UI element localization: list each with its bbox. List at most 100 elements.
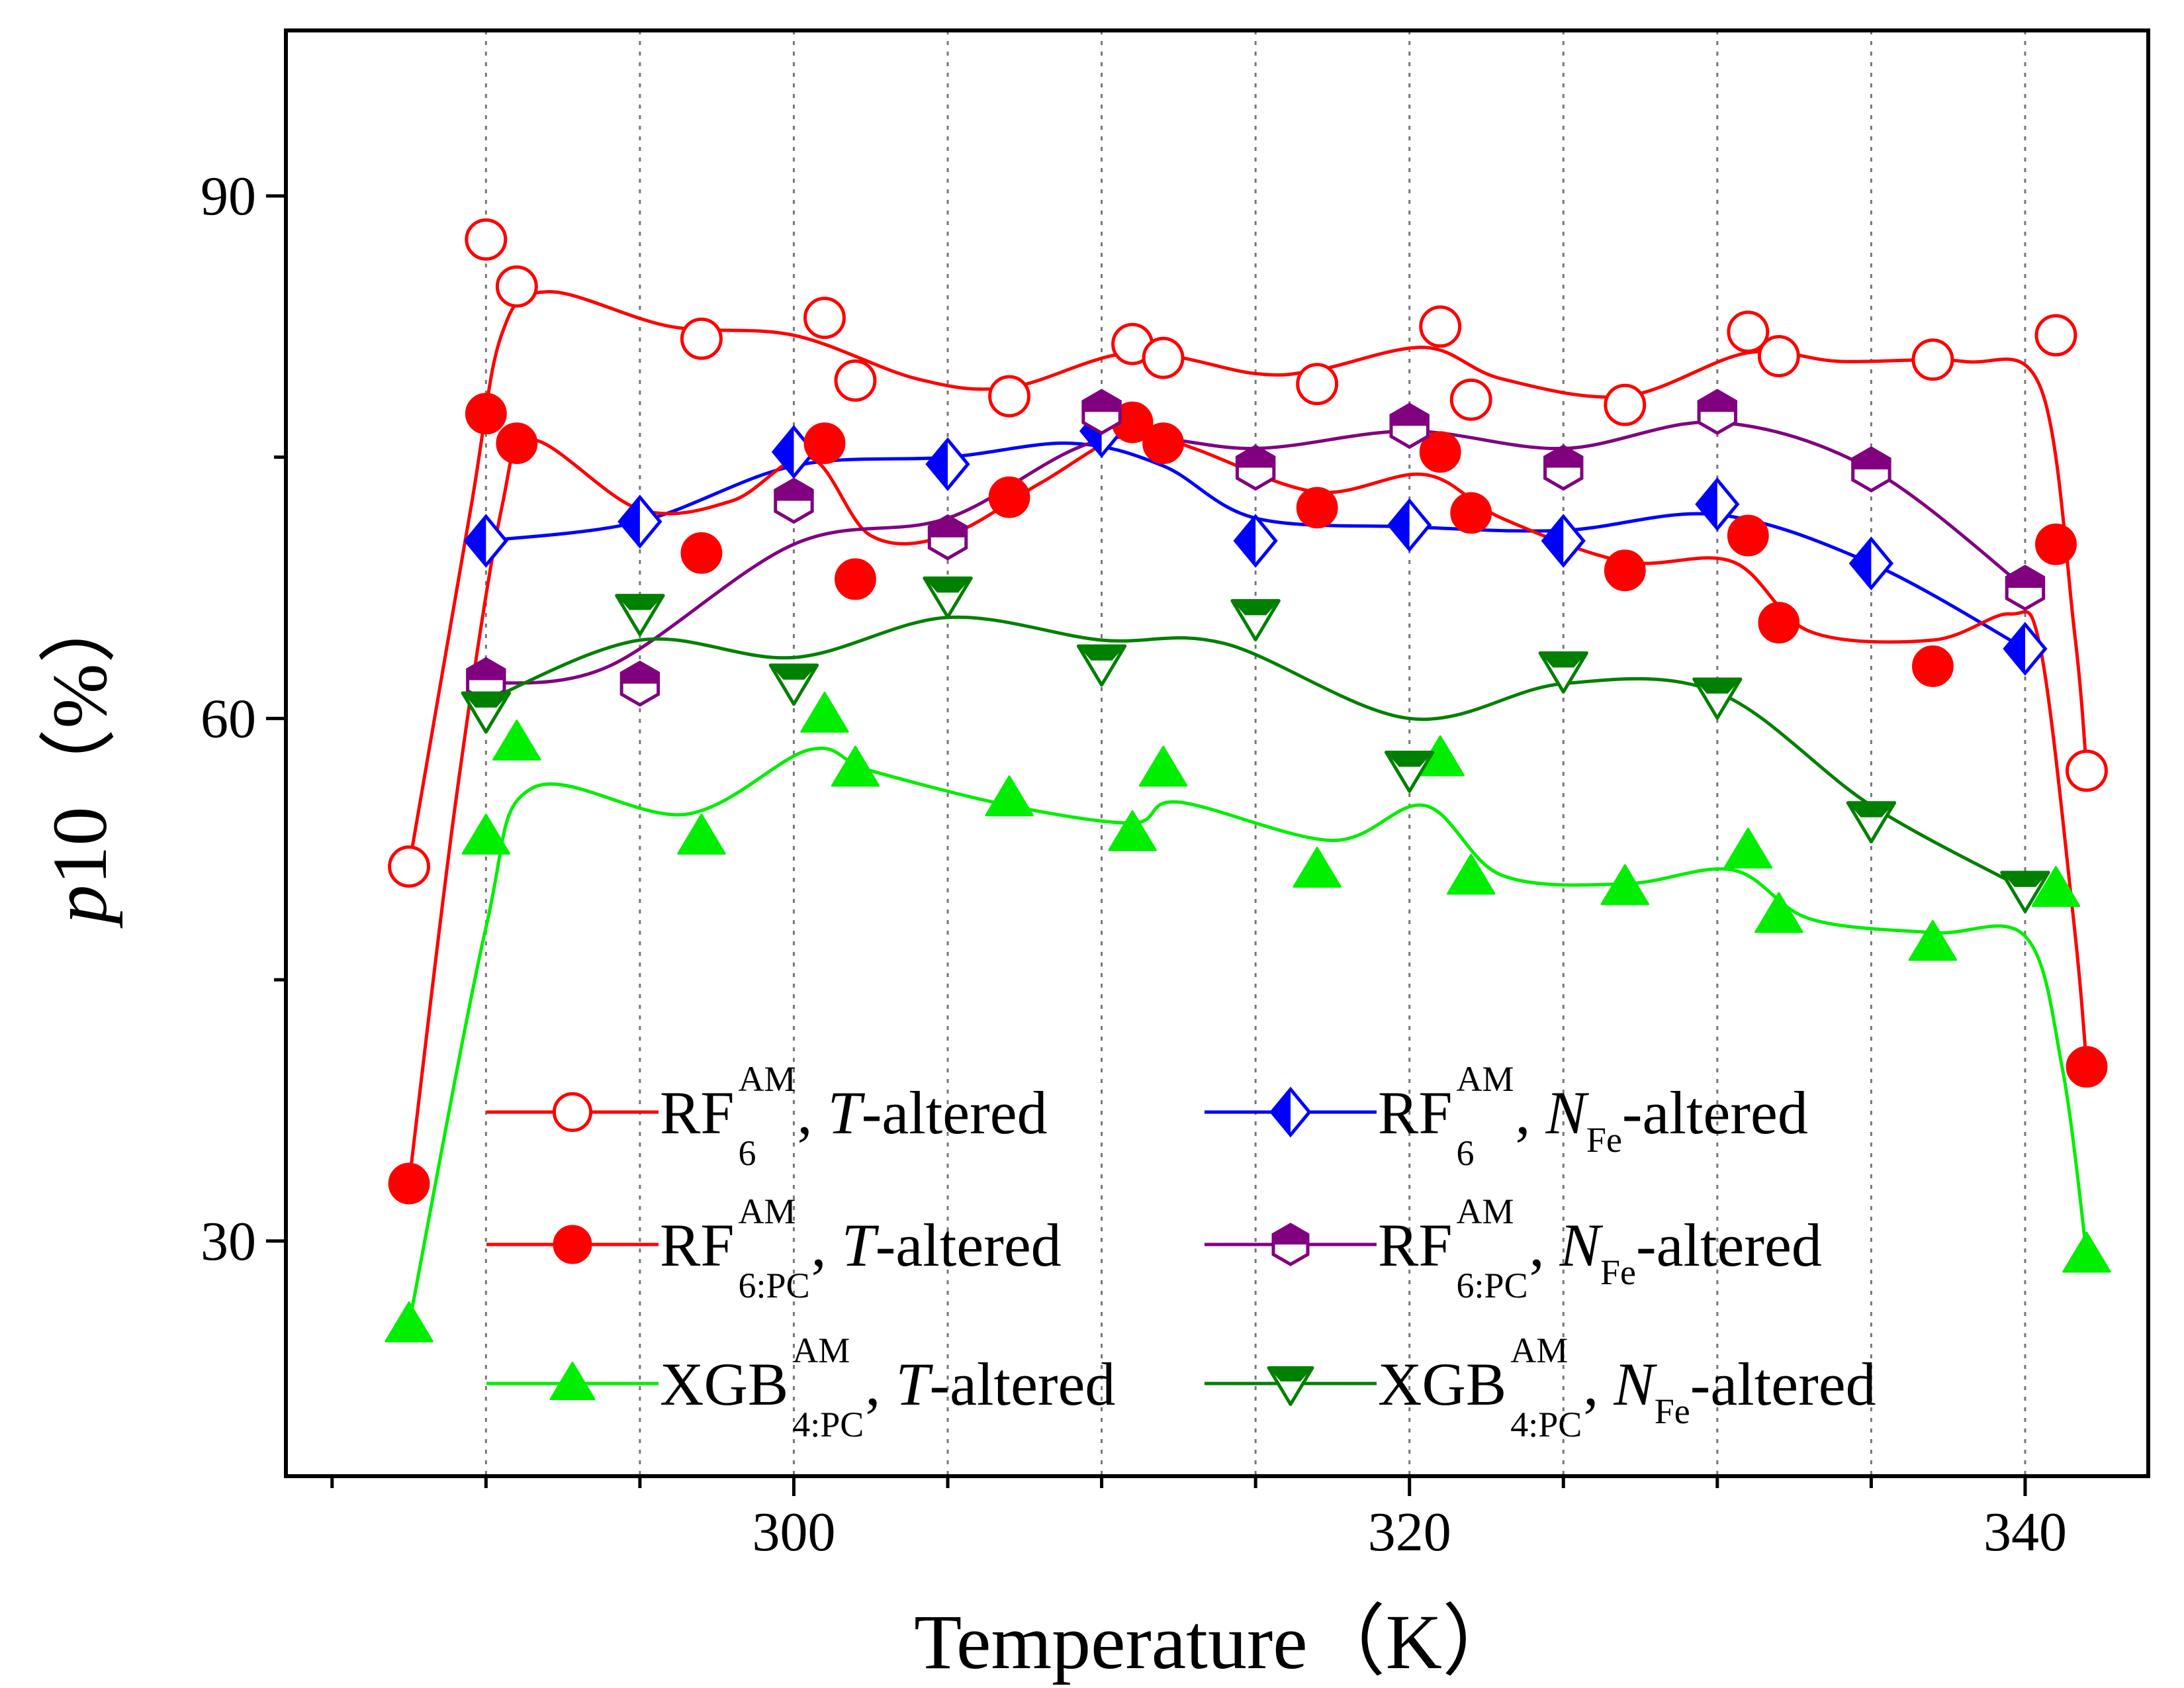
data-point [2000,870,2050,914]
legend-marker [549,1362,596,1401]
series-markers-3 [466,389,2046,707]
data-point [496,422,538,465]
series-markers-0 [388,218,2108,888]
data-point [1757,335,1800,377]
legend-subscript: 6:PC [739,1266,810,1305]
data-point [385,1301,433,1342]
data-point [1389,402,1430,449]
legend-marker [552,1092,593,1133]
data-point [1604,549,1646,592]
data-point [1296,487,1338,529]
x-tick-label-300: 300 [752,1501,835,1563]
data-point [677,814,726,855]
data-point [2035,523,2077,565]
data-point [831,745,880,787]
data-point [834,359,877,402]
data-point [1235,444,1276,491]
data-point [988,476,1030,518]
legend-subscript: 6 [739,1133,756,1173]
data-point [1230,599,1281,641]
data-point [1108,810,1157,851]
legend-superscript: AM [1457,1192,1514,1231]
data-point [1912,645,1954,687]
legend-item-3: RF AM 6:PC, NFe-altered [1205,1192,1822,1305]
data-point [388,1162,430,1205]
data-point [461,814,511,855]
legend-label-rest: , NFe-altered [1529,1211,1822,1292]
y-axis-title: p10（%） [36,585,123,928]
data-point [1692,677,1743,720]
data-point [1541,514,1586,568]
legend-item-5: XGB AM 4:PC, NFe-altered [1205,1331,1876,1444]
data-point [466,657,506,704]
data-point [2031,866,2081,907]
data-point [1419,431,1461,473]
data-point [1385,750,1435,793]
legend-label-rest: , T-altered [865,1350,1115,1418]
data-point [1727,514,1769,557]
data-point [492,720,541,761]
data-point [680,317,723,360]
legend-superscript: AM [739,1059,796,1099]
data-point [1387,498,1432,553]
data-point [1419,305,1462,348]
data-point [617,494,662,549]
plot-frame [284,28,2150,1478]
data-point [803,422,846,465]
data-point [615,594,665,636]
legend-marker [553,1225,592,1264]
data-point [1604,383,1647,426]
data-point [1081,389,1122,436]
data-point [988,375,1030,418]
data-point [1142,336,1185,379]
legend-superscript: AM [739,1192,796,1231]
data-markers [385,218,2111,1342]
legend-superscript: AM [792,1331,850,1370]
series-markers-4 [385,692,2111,1342]
legend-superscript: AM [1510,1331,1568,1370]
data-point [1911,338,1954,381]
data-point [1600,864,1649,906]
legend-item-0: RF AM 6 , T-altered [486,1059,1048,1173]
data-point [1447,853,1496,895]
data-point [1754,892,1803,933]
data-point [461,691,512,734]
data-point [774,477,814,524]
data-point [463,514,508,568]
data-point [1851,446,1891,492]
data-point [1293,847,1342,888]
y-axis: 30 60 90 [201,165,286,1272]
series-markers-1 [463,404,2048,676]
legend-marker [1267,1366,1314,1406]
legend-subscript: 6 [1457,1133,1475,1173]
data-point [1758,602,1800,644]
data-point [2066,749,2108,792]
data-point [835,558,876,600]
legend-label: RF [1378,1211,1453,1279]
legend-marker [1269,1086,1312,1138]
data-point [1233,514,1278,568]
series-line-5 [485,615,2026,891]
data-point [1076,644,1127,687]
data-point [800,692,849,733]
data-point [465,218,508,261]
legend-label: RF [660,1211,735,1279]
legend-label: RF [660,1079,735,1147]
x-axis-title: Temperature（K） [914,1599,1520,1685]
y-tick-label-60: 60 [201,688,256,749]
data-point [1450,492,1492,534]
x-tick-label-340: 340 [1983,1501,2067,1563]
legend-label: XGB [1378,1350,1506,1418]
legend-label-rest: , NFe-altered [1516,1079,1808,1160]
legend-label-rest: , NFe-altered [1583,1350,1876,1431]
data-point [1142,422,1185,465]
legend-label: XGB [660,1350,788,1418]
data-point [1846,801,1897,844]
series-markers-2 [388,393,2108,1205]
legend-item-4: XGB AM 4:PC, T-altered [486,1331,1115,1444]
data-point [985,775,1034,817]
data-point [680,532,723,574]
y-tick-label-90: 90 [201,165,256,227]
x-axis: 300 320 340 [330,1476,2067,1563]
